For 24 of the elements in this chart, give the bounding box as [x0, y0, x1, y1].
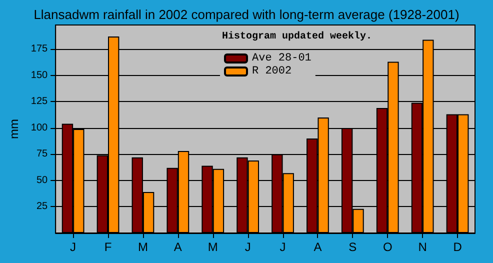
y-tick-label: 125 [30, 96, 48, 108]
x-tick-label: J [244, 240, 251, 254]
x-tick-label: S [348, 240, 357, 254]
y-tick-label: 150 [30, 70, 48, 81]
y-tick-label: 50 [36, 174, 48, 186]
legend-label: Ave 28-01 [252, 52, 312, 64]
y-tick-label: 25 [36, 201, 48, 212]
x-tick-label: O [382, 240, 392, 254]
x-tick-label: M [208, 240, 218, 254]
chart-title: Llansadwm rainfall in 2002 compared with long-term average (1928-2001) [34, 7, 460, 22]
annotation: Histogram updated weekly. [222, 30, 372, 42]
x-tick-label: A [314, 240, 322, 254]
x-tick-label: F [104, 240, 112, 254]
x-tick-label: A [174, 240, 182, 254]
legend-label: R 2002 [252, 66, 292, 78]
y-tick-label: 175 [30, 44, 48, 55]
y-tick-label: 75 [36, 148, 48, 160]
y-axis-title: mm [7, 119, 21, 139]
x-tick-label: J [280, 240, 286, 254]
x-tick-label: N [418, 240, 427, 254]
y-tick-label: 100 [30, 122, 48, 134]
x-tick-label: M [138, 240, 148, 254]
x-tick-label: D [453, 240, 462, 254]
x-tick-label: J [70, 240, 76, 254]
